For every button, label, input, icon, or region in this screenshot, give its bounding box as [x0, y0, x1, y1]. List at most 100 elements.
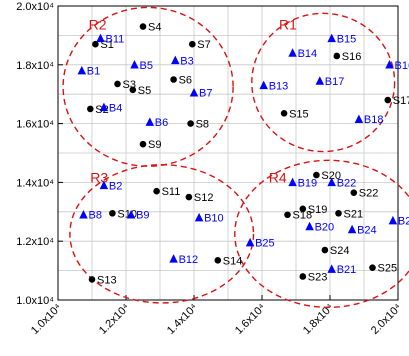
- sensor-point: [139, 23, 147, 30]
- point-label: B16: [395, 60, 409, 72]
- regions: R1 R2 R3 R4: [62, 6, 409, 309]
- beacon-point: [99, 180, 109, 190]
- sensor-point: [187, 120, 194, 127]
- point-label: B25: [255, 238, 275, 250]
- beacon-point: [99, 102, 109, 112]
- point-label: B12: [179, 254, 199, 266]
- point-label: S20: [321, 170, 341, 182]
- point-label: S9: [148, 139, 161, 151]
- point-label: S25: [378, 263, 398, 275]
- sensor-point: [299, 273, 307, 280]
- sensor-point: [321, 246, 329, 254]
- sensor-point: [153, 187, 160, 195]
- point-label: B13: [269, 80, 289, 92]
- x-tick-label: 1.4x10⁴: [165, 301, 200, 336]
- point-label: B3: [180, 55, 193, 67]
- region-ellipse: [69, 164, 255, 304]
- y-tick-label: 2.0x10⁴: [16, 1, 54, 13]
- beacon-point: [354, 114, 364, 123]
- x-tick-label: 2.0x10⁴: [369, 301, 404, 336]
- y-tick-label: 1.6x10⁴: [16, 119, 54, 131]
- y-tick-label: 1.8x10⁴: [16, 60, 54, 72]
- region-ellipse: [62, 6, 234, 167]
- sensor-point: [109, 209, 116, 217]
- sensor-point: [87, 105, 94, 113]
- region-label: R4: [269, 169, 287, 185]
- sensor-point: [280, 110, 288, 117]
- point-label: B17: [325, 76, 345, 88]
- beacon-point: [327, 33, 336, 43]
- sensor-point: [284, 211, 291, 219]
- y-tick-label: 1.4x10⁴: [16, 177, 54, 189]
- point-label: B9: [136, 210, 149, 222]
- data-points: S1S2S3S4S5S6S7S8S9S10S11S12S13S14S15S16S…: [77, 22, 409, 286]
- beacon-point: [169, 254, 178, 263]
- sensor-point: [88, 276, 96, 283]
- point-label: S21: [344, 208, 364, 220]
- point-label: B14: [298, 48, 318, 60]
- point-label: S7: [197, 39, 210, 51]
- point-label: B24: [357, 224, 377, 236]
- sensor-point: [333, 52, 341, 60]
- beacon-point: [327, 264, 336, 273]
- point-label: B8: [89, 210, 102, 222]
- beacon-point: [171, 55, 180, 65]
- point-label: S24: [330, 245, 350, 257]
- sensor-point: [139, 140, 147, 148]
- point-label: S5: [138, 85, 151, 97]
- region-label: R3: [90, 169, 108, 185]
- beacon-point: [126, 209, 136, 219]
- point-label: S6: [179, 75, 192, 87]
- beacon-point: [327, 177, 336, 187]
- y-tick-label: 1.2x10⁴: [16, 236, 54, 248]
- sensor-point: [185, 193, 193, 201]
- x-tick-label: 1.2x10⁴: [97, 301, 132, 336]
- point-label: B6: [155, 117, 168, 129]
- point-label: S12: [194, 192, 214, 204]
- beacon-point: [245, 237, 255, 247]
- sensor-point: [129, 86, 137, 94]
- sensor-point: [384, 96, 392, 104]
- point-label: S14: [223, 255, 243, 267]
- point-label: B1: [87, 66, 100, 78]
- point-label: B18: [364, 114, 384, 126]
- point-label: S17: [393, 95, 409, 107]
- sensor-point: [114, 80, 121, 88]
- beacon-point: [194, 212, 204, 222]
- beacon-point: [347, 224, 357, 234]
- point-label: B15: [337, 33, 357, 45]
- point-label: B20: [315, 222, 335, 234]
- point-label: B11: [106, 33, 125, 45]
- region-label: R1: [279, 17, 297, 33]
- beacon-point: [79, 209, 88, 219]
- sensor-point: [313, 171, 320, 179]
- beacon-point: [189, 87, 199, 97]
- point-label: S19: [308, 204, 328, 216]
- point-label: B19: [298, 177, 318, 189]
- beacon-point: [288, 48, 297, 57]
- beacon-point: [259, 80, 268, 90]
- point-label: B21: [337, 264, 357, 276]
- point-label: B23: [398, 216, 409, 228]
- point-label: B10: [204, 213, 224, 225]
- beacon-point: [288, 177, 297, 187]
- point-label: S11: [162, 186, 181, 198]
- point-label: S22: [359, 188, 379, 200]
- beacon-point: [305, 221, 314, 231]
- beacon-point: [385, 60, 394, 69]
- point-label: S1: [100, 39, 113, 51]
- sensor-point: [299, 205, 307, 213]
- x-tick-label: 1.6x10⁴: [233, 301, 268, 336]
- sensor-point: [170, 76, 177, 83]
- region-ellipse: [251, 12, 396, 153]
- sensor-point: [92, 40, 99, 48]
- beacon-point: [145, 117, 155, 126]
- y-tick-label: 1.0x10⁴: [16, 295, 54, 307]
- beacon-point: [77, 65, 87, 75]
- beacon-point: [315, 76, 325, 85]
- point-label: B7: [199, 88, 212, 100]
- point-label: S4: [148, 22, 161, 34]
- point-label: S15: [289, 108, 309, 120]
- point-label: S18: [293, 210, 313, 222]
